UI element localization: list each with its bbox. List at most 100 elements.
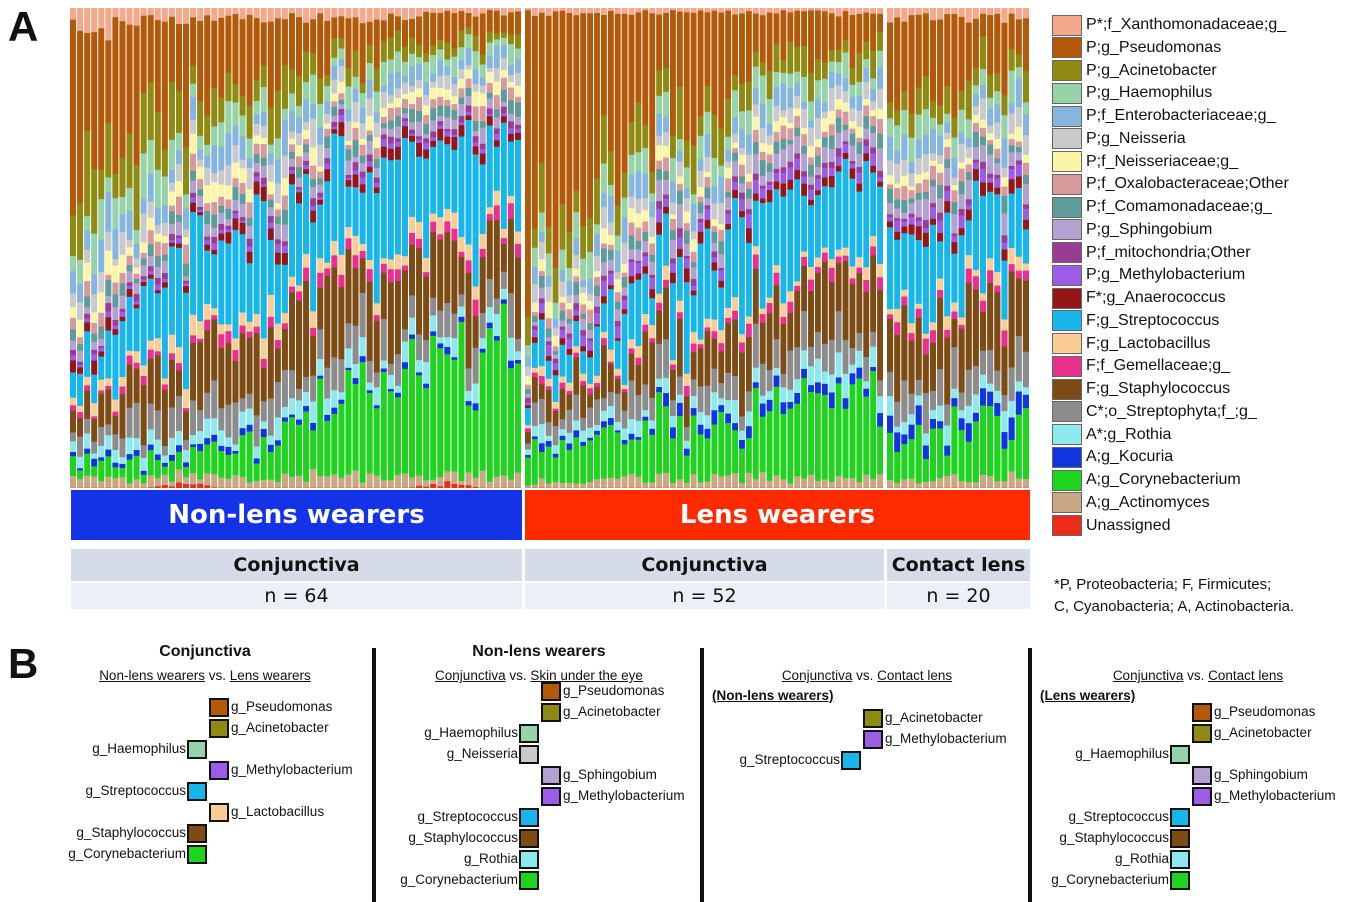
bar-segment: [126, 271, 133, 283]
bar-segment: [842, 40, 849, 53]
bar-segment: [500, 113, 507, 117]
bar-segment: [863, 12, 870, 42]
bar-segment: [821, 371, 828, 385]
bar-segment: [253, 176, 260, 182]
bar-segment: [704, 481, 711, 488]
bar-segment: [161, 378, 168, 385]
bar-segment: [587, 278, 594, 295]
bar-segment: [759, 15, 766, 63]
bar-segment: [1001, 8, 1008, 24]
bar-segment: [296, 203, 303, 286]
bar-segment: [849, 348, 856, 366]
bar-segment: [614, 301, 621, 310]
bar-segment: [621, 287, 628, 297]
bar-segment: [500, 89, 507, 103]
bar-segment: [856, 126, 863, 139]
bar-segment: [642, 147, 649, 174]
bar-segment: [401, 473, 408, 488]
bar-segment: [901, 479, 908, 488]
bar-segment: [808, 366, 814, 386]
bar-segment: [780, 373, 787, 388]
bar-segment: [274, 90, 281, 139]
bar-segment: [732, 376, 739, 401]
bar-segment: [877, 290, 883, 381]
bar-segment: [894, 8, 901, 18]
bar-segment: [430, 54, 437, 75]
bar-segment: [394, 475, 401, 488]
bar-segment: [922, 228, 929, 234]
bar-segment: [531, 8, 538, 17]
bar-segment: [725, 161, 732, 168]
bar-segment: [303, 281, 310, 378]
bar-segment: [752, 367, 759, 383]
bar-segment: [77, 365, 84, 368]
bar-segment: [430, 484, 437, 488]
bar-segment: [183, 466, 190, 478]
bar-segment: [416, 334, 423, 361]
bar-segment: [161, 222, 168, 237]
bar-segment: [183, 280, 190, 284]
bar-segment: [525, 317, 531, 346]
bar-segment: [359, 192, 366, 245]
bar-segment: [842, 373, 849, 399]
bar-segment: [105, 250, 112, 276]
bar-segment: [635, 8, 642, 13]
bar-segment: [600, 115, 607, 164]
bar-segment: [317, 258, 324, 274]
bar-segment: [690, 251, 697, 263]
bar-segment: [951, 233, 958, 237]
bar-segment: [409, 129, 416, 135]
bar-segment: [559, 429, 566, 437]
bar-segment: [780, 8, 787, 11]
bar-segment: [808, 120, 814, 128]
bar-segment: [1022, 174, 1029, 185]
bar-segment: [274, 138, 281, 160]
bar-segment: [979, 182, 987, 197]
bar-segment: [1022, 18, 1029, 72]
bar-segment: [84, 322, 91, 332]
bar-segment: [979, 161, 987, 170]
bar-segment: [718, 287, 725, 331]
bar-segment: [780, 196, 787, 304]
bar-segment: [887, 480, 894, 488]
bar-segment: [84, 385, 91, 392]
bar-segment: [246, 189, 253, 203]
bar-segment: [486, 322, 493, 329]
bar-segment: [246, 424, 253, 432]
bar-segment: [239, 115, 246, 137]
bar-segment: [835, 377, 842, 384]
bar-segment: [972, 106, 979, 116]
subtitle-vs: vs.: [204, 668, 230, 683]
bar-segment: [218, 97, 225, 123]
bar-segment: [493, 10, 500, 34]
bar-segment: [437, 337, 444, 344]
bar-segment: [345, 67, 352, 87]
bar-segment: [77, 344, 84, 352]
bar-segment: [922, 354, 929, 394]
bar-segment: [246, 251, 253, 264]
bar-segment: [801, 8, 808, 12]
bar-segment: [472, 120, 479, 132]
bar-segment: [752, 116, 759, 131]
bar-segment: [766, 313, 773, 371]
bar-segment: [745, 411, 752, 427]
bar-segment: [437, 486, 444, 488]
bar-segment: [621, 277, 628, 288]
bar-segment: [338, 66, 345, 83]
legend-swatch: [1052, 196, 1082, 218]
bar-segment: [133, 279, 140, 284]
bar-segment: [317, 287, 324, 330]
bar-segment: [423, 340, 430, 363]
bar-segment: [423, 480, 430, 488]
bar-segment: [500, 37, 507, 46]
bar-segment: [745, 209, 752, 215]
bar-segment: [828, 124, 835, 136]
bar-segment: [345, 175, 352, 179]
bar-segment: [552, 11, 559, 269]
bar-segment: [600, 228, 607, 244]
bar-segment: [416, 121, 423, 137]
bar-segment: [274, 18, 281, 92]
bar-segment: [91, 274, 98, 295]
bar-segment: [794, 71, 801, 84]
bar-segment: [232, 229, 239, 339]
